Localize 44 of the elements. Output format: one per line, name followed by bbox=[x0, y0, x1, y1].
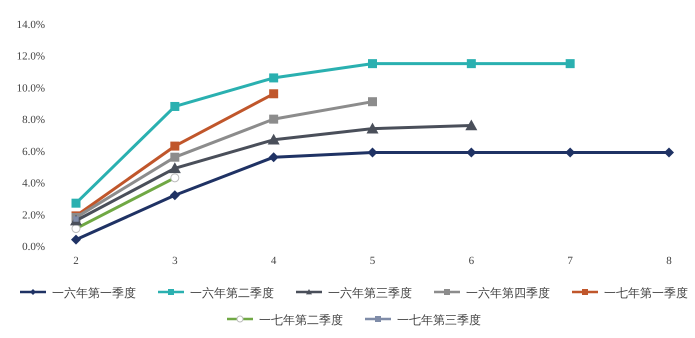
x-tick-label: 3 bbox=[172, 255, 178, 267]
x-tick-label: 8 bbox=[666, 255, 672, 267]
y-tick-label: 8.0% bbox=[22, 114, 45, 126]
point bbox=[170, 102, 180, 111]
point bbox=[269, 89, 278, 98]
legend-label: 一七年第三季度 bbox=[397, 313, 481, 327]
point bbox=[466, 147, 476, 158]
x-tick-label: 6 bbox=[468, 255, 475, 267]
y-tick-label: 4.0% bbox=[22, 178, 45, 190]
y-tick-label: 0.0% bbox=[22, 241, 45, 253]
point bbox=[72, 198, 80, 208]
point bbox=[368, 97, 377, 106]
legend-label: 一七年第一季度 bbox=[604, 286, 688, 300]
point bbox=[566, 59, 575, 68]
point bbox=[170, 152, 180, 162]
point bbox=[269, 73, 278, 82]
point bbox=[465, 119, 478, 130]
point bbox=[71, 234, 81, 245]
point bbox=[565, 147, 576, 158]
y-tick-label: 12.0% bbox=[16, 50, 45, 63]
y-tick-label: 2.0% bbox=[22, 209, 45, 222]
point bbox=[268, 134, 280, 145]
point bbox=[664, 147, 674, 158]
x-tick-label: 2 bbox=[73, 255, 79, 267]
x-tick-label: 5 bbox=[370, 255, 376, 267]
point bbox=[368, 147, 378, 158]
legend-label: 一七年第二季度 bbox=[259, 313, 343, 327]
point bbox=[269, 114, 278, 124]
point bbox=[168, 162, 181, 174]
legend-label: 一六年第一季度 bbox=[52, 286, 136, 300]
point bbox=[170, 142, 180, 151]
point bbox=[268, 152, 279, 162]
x-tick-label: 4 bbox=[270, 255, 277, 267]
y-tick-label: 14.0% bbox=[16, 19, 45, 31]
y-tick-label: 10.0% bbox=[16, 82, 45, 94]
point bbox=[368, 59, 377, 68]
legend-label: 一六年第二季度 bbox=[190, 286, 274, 300]
point bbox=[466, 59, 476, 68]
legend-label: 一六年第四季度 bbox=[466, 286, 550, 300]
x-tick-label: 7 bbox=[567, 255, 574, 267]
point bbox=[170, 190, 180, 200]
y-tick-label: 6.0% bbox=[22, 146, 45, 158]
legend-label: 一六年第三季度 bbox=[328, 286, 412, 300]
point bbox=[366, 122, 378, 134]
